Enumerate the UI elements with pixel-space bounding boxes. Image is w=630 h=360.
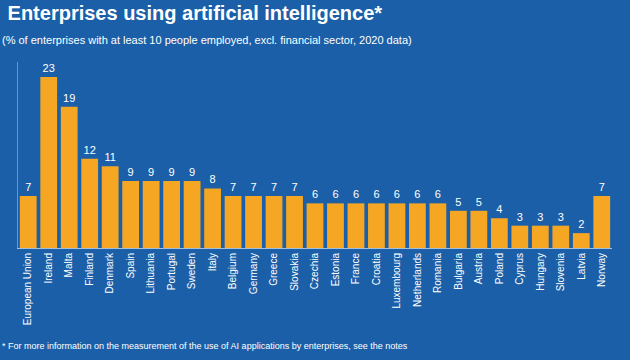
svg-text:2: 2 [578, 218, 584, 230]
svg-text:Germany: Germany [248, 253, 259, 294]
svg-text:Denmark: Denmark [104, 252, 115, 294]
svg-text:European Union: European Union [22, 253, 33, 325]
svg-text:23: 23 [43, 62, 55, 74]
svg-text:4: 4 [496, 203, 502, 215]
svg-text:Sweden: Sweden [186, 253, 197, 289]
svg-text:Bulgaria: Bulgaria [453, 253, 464, 290]
svg-text:Spain: Spain [125, 253, 136, 279]
svg-text:Estonia: Estonia [330, 253, 341, 287]
svg-text:Greece: Greece [268, 253, 279, 286]
svg-text:11: 11 [104, 151, 115, 163]
svg-text:Luxembourg: Luxembourg [391, 253, 402, 309]
svg-text:6: 6 [353, 188, 359, 200]
svg-text:(% of enterprises with at leas: (% of enterprises with at least 10 peopl… [2, 34, 412, 46]
svg-text:6: 6 [373, 188, 379, 200]
svg-text:5: 5 [476, 196, 482, 208]
svg-text:Ireland: Ireland [43, 253, 54, 284]
svg-text:Romania: Romania [432, 253, 443, 293]
svg-text:Enterprises using artificial i: Enterprises using artificial intelligenc… [8, 2, 383, 24]
svg-text:9: 9 [148, 166, 154, 178]
svg-text:Czechia: Czechia [309, 253, 320, 290]
svg-text:Italy: Italy [207, 253, 218, 271]
svg-text:6: 6 [414, 188, 420, 200]
svg-text:France: France [350, 253, 361, 285]
svg-text:Finland: Finland [84, 253, 95, 286]
svg-text:7: 7 [599, 181, 605, 193]
svg-text:Lithuania: Lithuania [145, 253, 156, 294]
svg-text:9: 9 [128, 166, 134, 178]
svg-text:7: 7 [25, 181, 31, 193]
svg-text:6: 6 [312, 188, 318, 200]
svg-text:Netherlands: Netherlands [412, 253, 423, 307]
svg-text:9: 9 [189, 166, 195, 178]
svg-text:6: 6 [332, 188, 338, 200]
svg-text:7: 7 [291, 181, 297, 193]
svg-text:Portugal: Portugal [166, 253, 177, 290]
svg-text:7: 7 [250, 181, 256, 193]
svg-text:Norway: Norway [596, 253, 607, 287]
svg-text:Malta: Malta [63, 253, 74, 278]
svg-text:9: 9 [169, 166, 175, 178]
svg-text:3: 3 [537, 211, 543, 223]
svg-text:Latvia: Latvia [576, 253, 587, 280]
svg-text:Belgium: Belgium [227, 253, 238, 289]
svg-text:6: 6 [394, 188, 400, 200]
svg-text:19: 19 [63, 92, 75, 104]
svg-text:12: 12 [84, 144, 96, 156]
svg-text:5: 5 [455, 196, 461, 208]
svg-text:3: 3 [558, 211, 564, 223]
svg-text:Slovenia: Slovenia [555, 253, 566, 292]
svg-text:3: 3 [517, 211, 523, 223]
svg-text:Hungary: Hungary [535, 253, 546, 291]
svg-text:* For more information on the: * For more information on the measuremen… [2, 341, 408, 351]
svg-text:Cyprus: Cyprus [514, 253, 525, 285]
svg-text:7: 7 [230, 181, 236, 193]
svg-text:8: 8 [210, 173, 216, 185]
svg-text:Croatia: Croatia [371, 253, 382, 286]
svg-text:7: 7 [271, 181, 277, 193]
svg-text:Poland: Poland [494, 253, 505, 284]
svg-text:Slovakia: Slovakia [289, 253, 300, 291]
svg-text:Austria: Austria [473, 253, 484, 285]
svg-text:6: 6 [435, 188, 441, 200]
